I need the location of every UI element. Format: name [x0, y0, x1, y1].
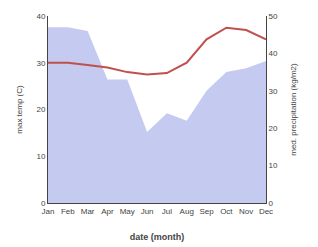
svg-text:30: 30: [36, 59, 45, 68]
svg-text:Nov: Nov: [239, 207, 253, 216]
svg-text:Sep: Sep: [199, 207, 214, 216]
svg-text:Apr: Apr: [101, 207, 114, 216]
svg-text:Oct: Oct: [220, 207, 233, 216]
svg-text:May: May: [120, 207, 135, 216]
svg-text:20: 20: [269, 124, 278, 133]
svg-text:0: 0: [41, 199, 46, 208]
svg-text:30: 30: [269, 87, 278, 96]
svg-text:Mar: Mar: [81, 207, 95, 216]
svg-text:10: 10: [269, 161, 278, 170]
svg-text:20: 20: [36, 105, 45, 114]
svg-text:date (month): date (month): [130, 232, 185, 242]
svg-text:Aug: Aug: [180, 207, 194, 216]
svg-text:Jun: Jun: [141, 207, 154, 216]
svg-text:50: 50: [269, 12, 278, 21]
svg-text:Jul: Jul: [162, 207, 172, 216]
svg-text:40: 40: [269, 49, 278, 58]
svg-text:Jan: Jan: [42, 207, 55, 216]
svg-text:40: 40: [36, 12, 45, 21]
svg-text:Feb: Feb: [61, 207, 75, 216]
svg-text:max temp (C): max temp (C): [15, 85, 24, 134]
svg-text:Dec: Dec: [259, 207, 273, 216]
svg-text:med. precipitation (kg/m2): med. precipitation (kg/m2): [289, 63, 298, 156]
svg-text:0: 0: [269, 199, 274, 208]
svg-text:10: 10: [36, 152, 45, 161]
